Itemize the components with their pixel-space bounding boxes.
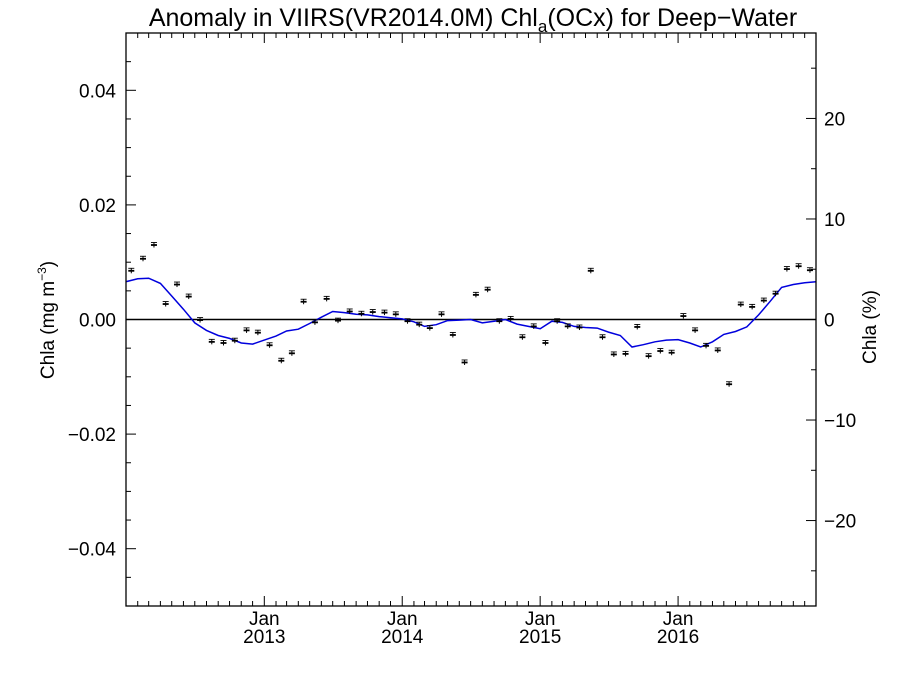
data-point: [128, 267, 135, 274]
y-axis-label-left-main: Chla (mg m: [38, 281, 59, 379]
data-point: [278, 357, 285, 364]
left-tick-label: −0.02: [68, 425, 116, 446]
data-point: [484, 286, 491, 293]
chart-title-suffix: (OCx) for Deep−Water: [547, 4, 797, 32]
data-point: [587, 267, 594, 274]
data-point: [416, 321, 423, 328]
data-point: [726, 381, 733, 387]
y-axis-label-left: Chla (mg m−3): [35, 261, 59, 379]
data-point: [783, 266, 790, 272]
x-tick-month-label: Jan: [387, 609, 418, 630]
left-y-axis: 0.04 0.02 0.00 −0.02 −0.04: [68, 32, 136, 607]
chart-title-prefix: Anomaly in VIIRS(VR2014.0M) Chl: [149, 4, 538, 32]
x-tick-month-label: Jan: [525, 609, 556, 630]
smoothed-line-layer: [125, 277, 817, 348]
data-point: [622, 350, 629, 357]
data-point: [737, 301, 744, 308]
left-tick-label: 0.00: [79, 311, 116, 332]
chart-title-subscript: a: [538, 17, 548, 36]
y-axis-label-left-sup: −3: [35, 267, 49, 281]
data-point: [760, 297, 767, 304]
data-point: [392, 311, 399, 317]
monthly-points-layer: [128, 242, 813, 387]
data-point: [266, 342, 273, 348]
x-tick-month-label: Jan: [663, 609, 694, 630]
data-point: [714, 347, 721, 353]
data-point: [323, 295, 330, 302]
data-point: [496, 318, 503, 324]
y-axis-label-left-close: ): [38, 261, 59, 267]
right-y-axis: 20 10 0 −10 −20: [806, 67, 856, 572]
data-point: [564, 323, 571, 329]
data-point: [645, 353, 652, 359]
data-point: [334, 317, 341, 324]
left-tick-label: 0.02: [79, 196, 116, 217]
data-point: [381, 309, 388, 316]
right-tick-label: −20: [824, 512, 856, 533]
data-point: [185, 293, 192, 300]
x-tick-month-label: Jan: [249, 609, 280, 630]
right-tick-label: 20: [824, 109, 845, 130]
data-point: [610, 351, 617, 357]
data-point: [311, 319, 318, 325]
right-tick-label: 0: [824, 311, 835, 332]
data-point: [668, 349, 675, 356]
data-point: [449, 332, 456, 338]
data-point: [140, 255, 147, 262]
data-point: [231, 337, 238, 344]
data-point: [542, 340, 549, 346]
data-point: [576, 324, 583, 331]
x-tick-year-label: 2013: [243, 627, 285, 648]
x-tick-year-label: 2016: [657, 627, 699, 648]
left-tick-label: −0.04: [68, 540, 117, 561]
data-point: [404, 318, 411, 324]
x-tick-year-label: 2015: [519, 627, 561, 648]
data-point: [530, 323, 537, 329]
data-point: [461, 359, 468, 365]
data-point: [772, 290, 779, 297]
data-point: [692, 327, 699, 333]
data-point: [174, 281, 181, 288]
data-point: [208, 338, 215, 345]
right-tick-label: −10: [824, 411, 856, 432]
data-point: [254, 329, 261, 336]
smoothed-anomaly-line: [125, 277, 817, 348]
data-point: [358, 310, 365, 317]
data-point: [806, 267, 813, 273]
data-point: [657, 348, 664, 354]
data-point: [795, 263, 802, 269]
data-point: [519, 334, 526, 340]
chart-title: Anomaly in VIIRS(VR2014.0M) Chla(OCx) fo…: [149, 4, 797, 36]
data-point: [680, 313, 687, 319]
data-point: [243, 327, 250, 333]
data-point: [369, 309, 376, 315]
data-point: [288, 350, 295, 356]
data-point: [554, 318, 561, 324]
data-point: [507, 315, 514, 322]
right-tick-label: 10: [824, 210, 845, 231]
data-point: [438, 311, 445, 317]
data-point: [346, 308, 353, 314]
data-point: [749, 303, 756, 310]
data-point: [426, 325, 433, 331]
data-point: [220, 340, 227, 346]
data-point: [162, 301, 169, 307]
x-tick-year-label: 2014: [381, 627, 424, 648]
data-point: [150, 242, 157, 248]
data-point: [599, 334, 606, 340]
data-point: [634, 323, 641, 330]
data-point: [197, 317, 204, 323]
y-axis-label-right: Chla (%): [860, 290, 881, 364]
data-point: [472, 291, 479, 298]
left-tick-label: 0.04: [79, 81, 116, 102]
data-point: [300, 298, 307, 305]
data-point: [703, 342, 710, 349]
